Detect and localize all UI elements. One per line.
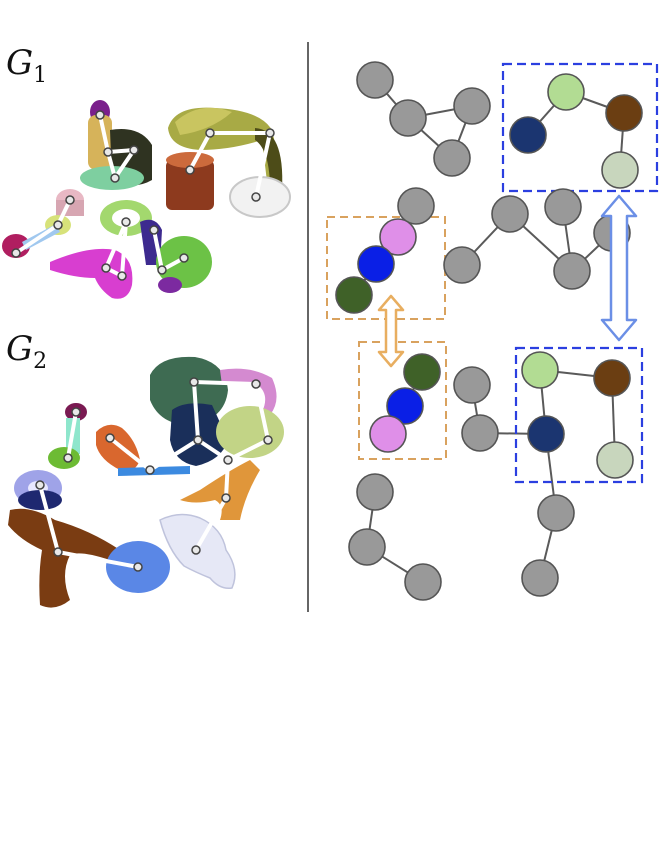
graph-node — [544, 188, 582, 226]
blue-correspondence-arrow — [600, 194, 638, 342]
graph-node — [357, 245, 395, 283]
g1-skeleton — [11, 110, 275, 281]
graph-node — [356, 473, 394, 511]
g1-nodes — [335, 61, 643, 314]
graph-node — [601, 151, 639, 189]
graph-node — [389, 99, 427, 137]
graph-node — [521, 351, 559, 389]
right-panel — [326, 61, 659, 601]
graph-node — [593, 359, 631, 397]
graph-node — [386, 387, 424, 425]
g1-object-render — [2, 100, 291, 299]
graph-node — [491, 195, 529, 233]
graph-node — [356, 61, 394, 99]
graph-node — [369, 415, 407, 453]
graph-node — [509, 116, 547, 154]
graph-node — [348, 528, 386, 566]
graph-node — [433, 139, 471, 177]
graph-node — [537, 494, 575, 532]
graph-node — [521, 559, 559, 597]
g2-match-box-blue — [514, 346, 644, 484]
graph-node — [335, 276, 373, 314]
graph-node — [397, 187, 435, 225]
graph-node — [527, 415, 565, 453]
graph-label-g1: G1 — [6, 43, 47, 88]
graph-node — [605, 94, 643, 132]
graph-node — [404, 563, 442, 601]
g2-skeleton — [35, 377, 273, 572]
left-panel: G1 — [2, 43, 291, 608]
graph-node — [379, 218, 417, 256]
graph-node — [453, 366, 491, 404]
g2-nodes — [348, 351, 634, 601]
g2-match-box-orange — [358, 341, 447, 460]
graph-node — [547, 73, 585, 111]
graph-node — [461, 414, 499, 452]
g1-match-box-blue — [501, 62, 659, 193]
graph-node — [403, 353, 441, 391]
orange-correspondence-arrow — [377, 294, 405, 368]
graph-node — [453, 87, 491, 125]
graph-node — [553, 252, 591, 290]
graph-node — [443, 246, 481, 284]
graph-node — [596, 441, 634, 479]
graph-label-g2: G2 — [6, 329, 47, 374]
g2-object-render — [8, 356, 284, 608]
